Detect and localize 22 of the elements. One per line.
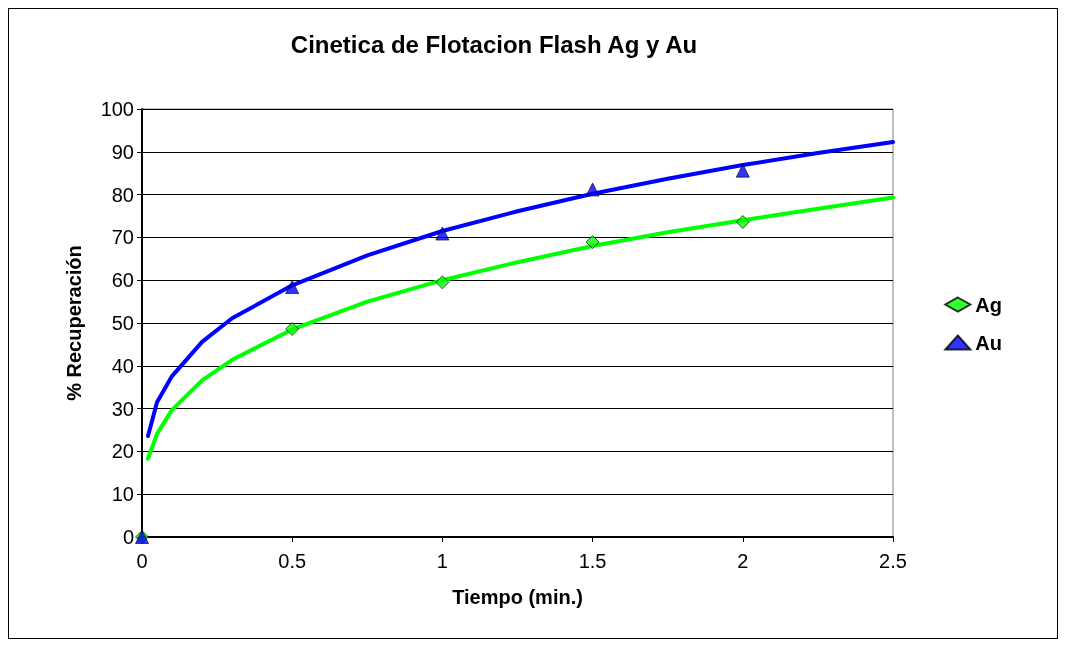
y-tick-label: 10 — [111, 483, 134, 506]
x-tick-label: 1.5 — [578, 550, 607, 572]
y-tick-label: 60 — [111, 269, 134, 292]
x-tick-label: 0.5 — [278, 550, 307, 572]
legend-label: Au — [975, 331, 1003, 354]
y-axis-title: % Recuperación — [63, 245, 85, 401]
chart-title: Cinetica de Flotacion Flash Ag y Au — [290, 30, 698, 58]
x-axis-title: Tiempo (min.) — [452, 586, 583, 608]
y-tick-label: 100 — [100, 98, 134, 120]
x-tick-label: 0 — [136, 550, 148, 572]
x-tick-label: 2.5 — [879, 550, 907, 572]
legend-label: Ag — [975, 293, 1003, 316]
y-tick-label: 30 — [111, 397, 134, 420]
y-tick-label: 40 — [111, 354, 134, 377]
y-tick-label: 50 — [111, 312, 134, 334]
y-tick-label: 20 — [111, 440, 134, 463]
x-tick-label: 2 — [737, 550, 749, 572]
y-tick-label: 90 — [111, 140, 134, 163]
y-tick-label: 80 — [111, 183, 134, 206]
x-tick-label: 1 — [436, 550, 448, 572]
y-tick-label: 70 — [111, 226, 134, 249]
y-tick-label: 0 — [122, 526, 134, 548]
